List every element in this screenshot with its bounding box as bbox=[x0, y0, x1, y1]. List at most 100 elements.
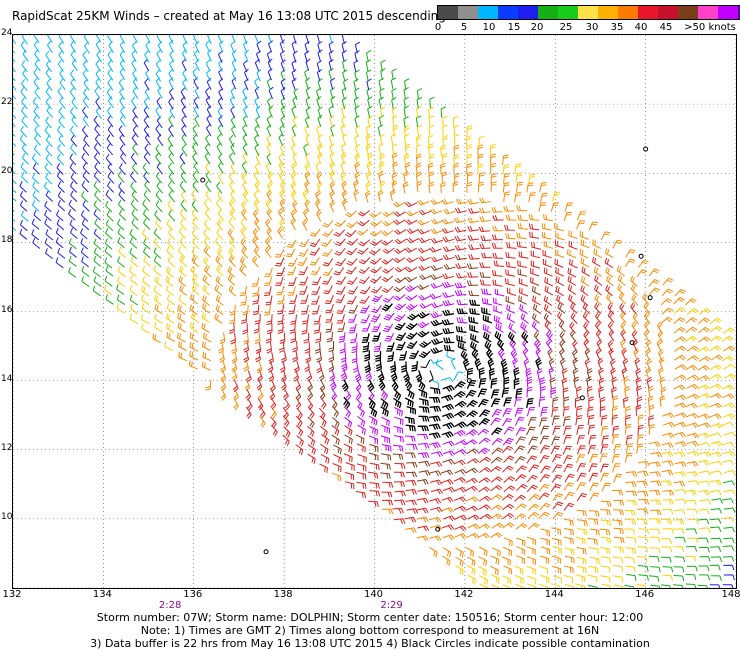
wind-barb bbox=[325, 322, 333, 333]
wind-barb bbox=[268, 351, 274, 364]
wind-barb bbox=[322, 276, 332, 285]
wind-barb bbox=[231, 342, 238, 355]
wind-barb bbox=[254, 86, 260, 99]
wind-barb bbox=[357, 424, 366, 435]
wind-barb bbox=[259, 415, 266, 428]
wind-barb bbox=[304, 171, 311, 184]
wind-barb bbox=[697, 584, 708, 588]
wind-barb bbox=[45, 60, 53, 73]
wind-barb bbox=[491, 447, 504, 455]
wind-barb bbox=[594, 321, 602, 334]
wind-barb bbox=[275, 276, 284, 286]
wind-barb bbox=[303, 143, 308, 156]
wind-barb bbox=[156, 35, 162, 44]
wind-barb bbox=[155, 69, 162, 82]
wind-barb bbox=[404, 416, 415, 425]
wind-barb bbox=[594, 302, 602, 314]
wind-barb bbox=[354, 41, 361, 54]
wind-barb bbox=[686, 413, 699, 419]
colorbar-swatch bbox=[478, 6, 498, 19]
wind-barb bbox=[721, 459, 734, 465]
wind-barb bbox=[357, 406, 365, 418]
wind-barb bbox=[343, 453, 353, 463]
wind-barb bbox=[340, 369, 348, 382]
wind-barb bbox=[442, 547, 452, 558]
wind-barb bbox=[635, 368, 642, 381]
wind-barb bbox=[32, 237, 41, 249]
wind-barb bbox=[193, 49, 199, 62]
wind-barb bbox=[320, 443, 329, 455]
wind-barb bbox=[243, 350, 250, 363]
wind-barb bbox=[304, 50, 310, 63]
wind-barb bbox=[502, 575, 512, 585]
wind-barb bbox=[405, 257, 419, 263]
wind-barb bbox=[686, 383, 699, 390]
wind-barb bbox=[662, 412, 675, 419]
wind-barb bbox=[623, 396, 629, 409]
wind-barb bbox=[357, 247, 369, 255]
wind-barb bbox=[70, 190, 78, 202]
wind-barb bbox=[346, 276, 358, 285]
wind-barb bbox=[270, 416, 277, 429]
wind-barb bbox=[266, 142, 272, 156]
wind-barb bbox=[393, 294, 406, 301]
wind-barb bbox=[601, 583, 611, 588]
wind-barb bbox=[542, 258, 552, 268]
wind-barb bbox=[392, 124, 399, 137]
wind-barb bbox=[406, 388, 415, 400]
wind-barb bbox=[13, 189, 17, 194]
wind-barb bbox=[685, 364, 698, 371]
wind-barb bbox=[141, 294, 150, 306]
wind-barb bbox=[129, 237, 138, 249]
wind-barb bbox=[722, 584, 734, 588]
wind-barb bbox=[550, 202, 559, 212]
wind-barb bbox=[264, 286, 272, 296]
wind-barb bbox=[143, 97, 150, 110]
wind-barb bbox=[625, 547, 637, 554]
wind-barb bbox=[177, 322, 186, 333]
wind-barb bbox=[107, 115, 114, 128]
wind-barb bbox=[587, 406, 594, 418]
longitude-tick-label: 148 bbox=[721, 589, 740, 600]
wind-barb bbox=[342, 69, 348, 82]
wind-barb bbox=[155, 152, 162, 165]
wind-barb bbox=[391, 106, 398, 119]
wind-barb bbox=[540, 465, 551, 474]
wind-barb bbox=[478, 378, 487, 389]
wind-barb bbox=[514, 455, 526, 464]
wind-barb bbox=[31, 229, 40, 241]
wind-barb bbox=[280, 180, 286, 193]
wind-barb bbox=[491, 408, 502, 418]
wind-barb bbox=[673, 528, 685, 535]
wind-barb bbox=[454, 207, 467, 214]
wind-barb bbox=[343, 396, 351, 409]
wind-barb bbox=[179, 208, 187, 221]
wind-barb bbox=[481, 307, 491, 316]
wind-barb bbox=[557, 302, 566, 314]
wind-barb bbox=[502, 437, 514, 446]
wind-barb bbox=[105, 294, 114, 305]
wind-barb bbox=[613, 527, 624, 535]
pass-time-label: 2:28 bbox=[158, 600, 182, 611]
wind-barb bbox=[674, 354, 687, 361]
wind-barb bbox=[418, 255, 431, 262]
wind-barb bbox=[441, 152, 448, 165]
wind-barb bbox=[592, 256, 601, 267]
wind-barb bbox=[266, 208, 273, 221]
wind-barb bbox=[552, 511, 564, 520]
wind-barb bbox=[252, 236, 259, 249]
wind-barb bbox=[194, 86, 200, 99]
wind-barb bbox=[540, 406, 548, 417]
wind-barb bbox=[333, 454, 343, 464]
wind-barb bbox=[637, 259, 649, 268]
wind-barb bbox=[350, 333, 358, 344]
wind-barb bbox=[82, 50, 89, 63]
wind-barb bbox=[13, 69, 16, 82]
wind-barb bbox=[612, 463, 621, 473]
wind-barb bbox=[441, 227, 454, 234]
wind-barb bbox=[381, 303, 393, 312]
wind-barb bbox=[370, 285, 383, 294]
wind-barb bbox=[551, 555, 561, 564]
wind-barb bbox=[69, 125, 77, 138]
wind-barb bbox=[580, 276, 590, 287]
